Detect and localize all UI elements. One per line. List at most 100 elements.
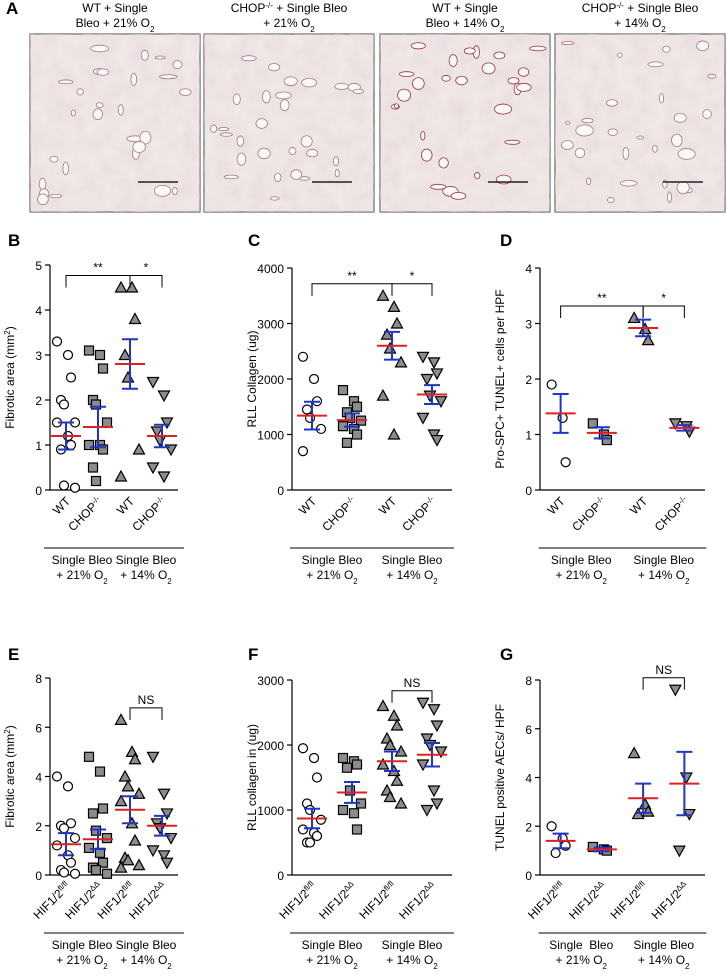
point: [62, 781, 74, 792]
airway: [516, 82, 532, 92]
airway: [279, 99, 290, 112]
point: [101, 417, 113, 428]
point: [118, 348, 132, 361]
y-tick-label: 6: [35, 721, 42, 735]
airway: [300, 135, 313, 148]
airway: [581, 117, 594, 124]
group-label: + 14% O2: [638, 568, 690, 586]
airway: [696, 40, 710, 52]
y-tick-label: 3000: [257, 674, 284, 688]
group-label: + 14% O2: [386, 953, 438, 971]
text-segment: 2: [500, 25, 505, 34]
significance-label: *: [661, 291, 666, 305]
airway: [430, 183, 447, 190]
x-tick-label: WT: [296, 494, 320, 518]
x-tick-label: HIF1/2fl/fl: [607, 879, 650, 922]
airway: [159, 74, 178, 80]
panel-letter: G: [500, 645, 513, 664]
text-segment: 2: [3, 729, 12, 734]
point: [83, 439, 95, 451]
point: [58, 823, 70, 834]
airway: [90, 44, 110, 53]
point: [627, 746, 641, 759]
x-tick-label: HIF1/2fl/fl: [525, 879, 568, 922]
point: [51, 336, 63, 347]
point: [146, 845, 160, 858]
image-title: + 21% O2: [263, 16, 315, 34]
y-tick-label: 2000: [257, 373, 284, 387]
y-tick-label: 3: [525, 318, 532, 332]
text-segment: Single Bleo: [382, 553, 443, 567]
text-segment: -/-: [90, 494, 102, 506]
point: [546, 379, 557, 390]
airway: [493, 103, 513, 115]
group-label: + 14% O2: [638, 953, 690, 971]
y-tick-label: 2: [35, 820, 42, 834]
x-tick-label: WT: [114, 494, 138, 518]
significance-bracket: [129, 707, 163, 720]
point: [383, 790, 397, 803]
y-tick-label: 5: [35, 259, 42, 273]
image-title: Bleo + 14% O2: [426, 16, 505, 34]
point: [311, 772, 323, 783]
airway: [450, 191, 467, 200]
point: [146, 462, 160, 475]
image-title: CHOP-/- + Single Bleo: [231, 1, 348, 16]
airway: [283, 76, 298, 87]
point: [58, 399, 70, 410]
airway: [474, 172, 481, 180]
point: [121, 853, 135, 866]
x-tick-label: CHOP-/-: [319, 494, 359, 534]
airway: [290, 169, 303, 180]
airway: [529, 45, 547, 52]
airway: [219, 132, 233, 137]
point: [90, 475, 102, 487]
significance-bracket: [560, 305, 644, 318]
y-axis-label: Pro-SPC+ TUNEL+ cells per HPF: [493, 289, 507, 468]
airway: [412, 77, 425, 90]
airway: [70, 109, 76, 117]
dot-plot: G 0 2 4 6 8 TUNEL positive AECs/ HPF HIF1/2fl/f…: [493, 645, 707, 971]
y-tick-label: 0: [35, 484, 42, 498]
y-tick-label: 3: [35, 349, 42, 363]
point: [94, 766, 106, 777]
point: [416, 697, 430, 710]
airway: [662, 45, 671, 53]
y-axis-label: Fibrotic area (mm2): [3, 326, 18, 428]
text-segment: 2: [603, 962, 608, 971]
text-segment: -/-: [265, 1, 273, 10]
text-segment: + 21% O: [263, 16, 310, 30]
y-tick-label: 1: [525, 429, 532, 443]
significance-bracket: [642, 677, 685, 690]
significance-label: **: [347, 269, 357, 283]
point: [301, 404, 313, 415]
y-tick-label: 6: [525, 723, 532, 737]
text-segment: RLL collagen in (ug): [245, 724, 259, 831]
image-title: Bleo + 21% O2: [76, 16, 155, 34]
text-segment: -/-: [154, 494, 166, 506]
point: [65, 439, 77, 451]
text-segment: -/-: [593, 494, 605, 506]
point: [304, 804, 316, 816]
point: [430, 368, 444, 381]
x-tick-label: CHOP-/-: [65, 494, 105, 534]
significance-label: **: [597, 291, 607, 305]
y-tick-label: 2000: [257, 739, 284, 753]
point: [65, 818, 77, 829]
point: [601, 434, 612, 446]
point: [351, 759, 363, 770]
point: [546, 821, 557, 832]
airway: [306, 148, 319, 158]
y-tick-label: 0: [277, 869, 284, 883]
point: [376, 699, 390, 712]
airway: [420, 148, 433, 162]
point: [83, 751, 95, 762]
point: [121, 779, 135, 792]
point: [83, 345, 95, 356]
point: [128, 312, 142, 325]
point: [153, 435, 167, 448]
point: [121, 370, 135, 383]
point: [341, 437, 353, 448]
airway: [517, 67, 530, 77]
text-segment: -/-: [424, 494, 436, 506]
